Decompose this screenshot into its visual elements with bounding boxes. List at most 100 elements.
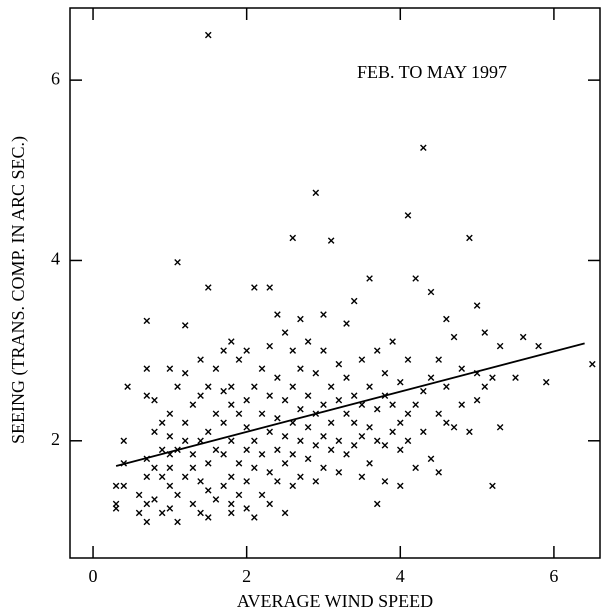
point <box>143 473 151 481</box>
point <box>274 478 281 485</box>
point-stroke <box>396 419 404 427</box>
point <box>220 451 227 458</box>
point-stroke <box>289 451 297 458</box>
point-stroke <box>143 392 151 399</box>
point <box>312 442 320 449</box>
point-stroke <box>212 410 220 418</box>
point-stroke <box>473 302 481 309</box>
point <box>174 491 181 499</box>
point <box>320 347 327 354</box>
point <box>251 437 258 445</box>
y-tick-label: 2 <box>51 429 60 449</box>
point-stroke <box>366 383 373 390</box>
point <box>389 428 396 436</box>
point <box>189 451 197 458</box>
point-stroke <box>197 437 204 445</box>
point <box>212 410 220 418</box>
point <box>443 419 450 427</box>
point-stroke <box>420 144 427 152</box>
point <box>450 333 458 341</box>
point-stroke <box>228 509 235 517</box>
point-stroke <box>320 347 327 354</box>
point <box>266 392 274 399</box>
point <box>251 284 258 291</box>
point <box>450 423 458 431</box>
point-stroke <box>228 473 235 481</box>
point <box>373 405 381 413</box>
point <box>281 432 289 440</box>
point-stroke <box>481 383 489 390</box>
point <box>204 487 212 494</box>
point-stroke <box>204 284 212 291</box>
point <box>404 212 412 219</box>
point <box>396 378 404 386</box>
point-stroke <box>304 392 312 399</box>
point-stroke <box>396 378 404 386</box>
point-stroke <box>366 275 373 282</box>
point <box>143 392 151 399</box>
point <box>151 464 158 472</box>
point-stroke <box>166 464 174 472</box>
point <box>151 428 158 436</box>
point-stroke <box>466 428 473 436</box>
point-stroke <box>304 338 312 345</box>
point-stroke <box>320 401 327 409</box>
point-stroke <box>143 365 151 372</box>
point-stroke <box>158 509 166 517</box>
point <box>235 491 243 499</box>
point <box>443 383 450 390</box>
point-stroke <box>297 365 304 372</box>
point <box>320 401 327 409</box>
point-stroke <box>235 410 243 418</box>
point-stroke <box>151 496 158 503</box>
point <box>212 496 220 503</box>
point-stroke <box>251 284 258 291</box>
point-stroke <box>181 473 189 481</box>
point-stroke <box>174 258 181 266</box>
point <box>120 437 128 445</box>
point-stroke <box>297 437 304 445</box>
point-stroke <box>320 432 327 440</box>
point-stroke <box>204 514 212 521</box>
point-stroke <box>112 505 120 512</box>
point-stroke <box>143 473 151 481</box>
point-stroke <box>404 437 412 445</box>
point-stroke <box>327 383 335 390</box>
point <box>243 347 250 354</box>
point <box>327 446 335 454</box>
point-stroke <box>266 284 274 291</box>
point-stroke <box>381 478 389 485</box>
point <box>197 478 204 485</box>
point <box>366 460 373 467</box>
point-stroke <box>297 473 304 481</box>
point-stroke <box>343 374 350 381</box>
point <box>204 284 212 291</box>
point <box>320 464 327 472</box>
point-stroke <box>443 383 450 390</box>
point-stroke <box>266 469 274 476</box>
point <box>297 473 304 481</box>
point-stroke <box>258 410 266 418</box>
point <box>204 383 212 390</box>
point-stroke <box>404 410 412 418</box>
point-stroke <box>258 365 266 372</box>
point <box>373 500 381 508</box>
point-stroke <box>243 505 250 512</box>
point-stroke <box>404 212 412 219</box>
point <box>327 383 335 390</box>
point <box>289 347 297 354</box>
point <box>228 338 235 345</box>
point-stroke <box>158 446 166 454</box>
point-stroke <box>435 356 442 363</box>
point <box>204 514 212 521</box>
point-stroke <box>212 496 220 503</box>
point-stroke <box>389 428 396 436</box>
point <box>381 478 389 485</box>
point <box>512 374 519 381</box>
point <box>343 374 350 381</box>
point <box>535 342 542 350</box>
point-stroke <box>235 356 243 363</box>
point <box>358 432 366 440</box>
point-stroke <box>181 419 189 427</box>
point <box>228 500 235 508</box>
